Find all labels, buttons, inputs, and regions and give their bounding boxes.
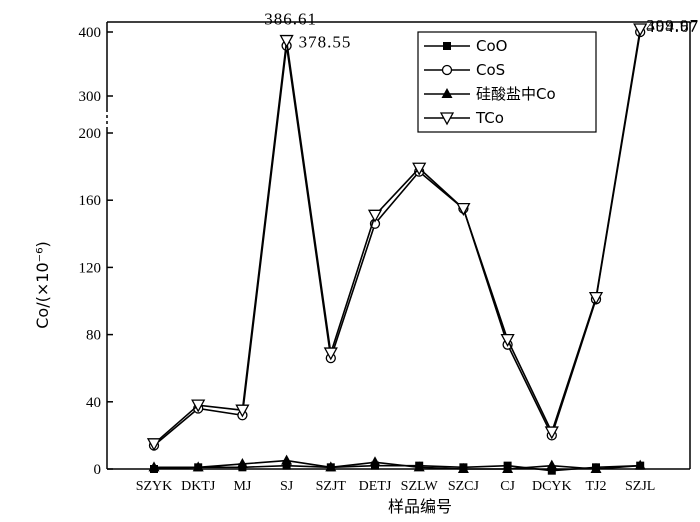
x-axis-title: 样品编号 [388,497,452,516]
legend-marker [439,112,455,126]
y-tick-label: 40 [86,395,101,411]
data-point [325,461,337,472]
x-tick-label: SZLW [401,479,439,494]
data-point [281,454,293,465]
data-point [413,461,425,472]
data-point [236,457,248,468]
data-label: 404.67 [646,17,699,36]
legend-label: TCo [475,109,504,127]
data-point [148,461,160,472]
x-tick-label: MJ [233,479,251,494]
data-point [546,459,558,470]
x-tick-label: DCYK [532,479,572,494]
x-tick-label: DKTJ [181,479,216,494]
x-tick-label: SZJL [625,479,655,494]
series-layer [146,23,648,475]
legend-label: 硅酸盐中Co [476,85,556,103]
data-label: 399.97 [646,16,699,35]
data-point [500,333,515,347]
series-line [154,459,641,470]
y-tick-label: 160 [79,193,102,209]
data-point [282,461,291,470]
data-point [502,463,514,473]
data-point [457,463,469,473]
data-label: 378.55 [299,33,352,52]
data-point [412,162,427,176]
series-line [153,464,641,472]
data-point [633,23,648,37]
data-point [191,399,206,413]
axes: 0 40 80 120 160 200 300 400 SZYK DKTJ MJ SJ SZJT DETJ… [79,21,691,494]
data-point [146,438,162,452]
data-point [590,463,602,473]
data-point [588,291,604,305]
data-point [192,461,204,472]
data-point [323,347,338,361]
data-point [547,466,556,475]
x-tick-label: DETJ [359,479,392,494]
y-tick-label: 400 [79,25,102,41]
data-point [369,456,381,467]
y-tick-label: 200 [79,126,102,142]
data-point [456,202,471,216]
x-tick-label: SZYK [136,479,173,494]
series-line [153,28,641,445]
data-label: 386.61 [264,10,317,29]
data-point [634,459,646,470]
y-tick-label: 80 [86,328,101,344]
legend: CoO CoS 硅酸盐中Co TCo [417,31,597,133]
series-square-filled [150,461,645,475]
x-tick-label: CJ [500,479,515,494]
y-tick-label: 0 [94,462,102,478]
x-tick-label: SZCJ [448,479,480,494]
x-tick-label: SZJT [316,479,347,494]
x-tick-label: SJ [280,479,294,494]
y-tick-label: 300 [79,89,102,105]
data-point [279,34,294,48]
legend-marker [443,42,451,50]
y-tick-label: 120 [79,260,102,276]
x-tick-label: TJ2 [586,479,607,494]
legend-label: CoS [476,61,505,79]
series-line [153,31,641,447]
series-triangle-down-open [146,23,648,452]
series-triangle-up-filled [148,454,646,473]
legend-marker [441,64,453,76]
data-point [544,426,559,440]
data-point [235,404,250,418]
data-point [367,209,383,223]
legend-marker [441,88,453,98]
legend-label: CoO [476,37,507,55]
y-axis-title: Co/(×10⁻⁶) [33,241,52,328]
